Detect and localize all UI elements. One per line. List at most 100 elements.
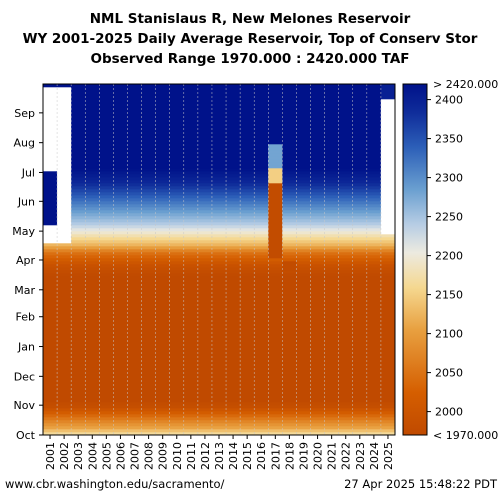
- heatmap-cell: [240, 381, 255, 385]
- heatmap-cell: [310, 303, 325, 307]
- heatmap-cell: [324, 186, 339, 190]
- heatmap-cell: [240, 300, 255, 304]
- heatmap-cell: [99, 249, 114, 253]
- heatmap-cell: [155, 420, 171, 424]
- x-tick-label-2002: 2002: [58, 442, 71, 470]
- heatmap-cell: [99, 219, 114, 223]
- heatmap-cell: [254, 234, 269, 238]
- heatmap-cell: [366, 432, 382, 436]
- heatmap-cell: [43, 228, 58, 232]
- heatmap-cell: [254, 126, 269, 130]
- heatmap-cell: [296, 363, 311, 367]
- heatmap-cell: [127, 273, 142, 277]
- heatmap-cell: [268, 330, 283, 334]
- heatmap-cell: [183, 117, 199, 121]
- heatmap-cell: [352, 141, 368, 145]
- heatmap-cell: [85, 417, 100, 421]
- heatmap-cell: [324, 135, 339, 139]
- heatmap-cell: [127, 117, 142, 121]
- heatmap-cell: [127, 276, 142, 280]
- heatmap-cell: [226, 375, 241, 379]
- heatmap-cell: [57, 108, 72, 112]
- heatmap-cell: [127, 345, 142, 349]
- heatmap-cell: [127, 279, 142, 283]
- heatmap-cell: [240, 90, 255, 94]
- heatmap-cell: [99, 258, 114, 262]
- heatmap-cell: [296, 354, 311, 358]
- heatmap-cell: [71, 369, 86, 373]
- heatmap-cell: [380, 120, 396, 124]
- heatmap-cell: [113, 384, 128, 388]
- heatmap-cell: [113, 204, 128, 208]
- heatmap-cell: [380, 177, 396, 181]
- heatmap-cell: [268, 315, 283, 319]
- heatmap-cell: [310, 144, 325, 148]
- heatmap-cell: [43, 321, 58, 325]
- footer-url[interactable]: www.cbr.washington.edu/sacramento/: [5, 477, 225, 491]
- heatmap-cell: [352, 174, 368, 178]
- heatmap-cell: [197, 327, 213, 331]
- y-tick-label-jul: Jul: [21, 166, 35, 179]
- heatmap-cell: [43, 417, 58, 421]
- heatmap-cell: [169, 357, 185, 361]
- heatmap-cell: [43, 249, 58, 253]
- heatmap-cell: [43, 204, 58, 208]
- heatmap-cell: [282, 420, 297, 424]
- heatmap-cell: [183, 234, 199, 238]
- heatmap-cell: [324, 432, 339, 436]
- heatmap-cell: [99, 204, 114, 208]
- heatmap-cell: [338, 135, 354, 139]
- heatmap-cell: [127, 225, 142, 229]
- heatmap-cell: [310, 180, 325, 184]
- heatmap-cell: [268, 96, 283, 100]
- heatmap-cell: [57, 297, 72, 301]
- heatmap-cell: [338, 189, 354, 193]
- heatmap-cell: [380, 381, 396, 385]
- heatmap-cell: [324, 243, 339, 247]
- heatmap-cell: [296, 351, 311, 355]
- heatmap-cell: [310, 84, 325, 88]
- heatmap-cell: [296, 381, 311, 385]
- heatmap-cell: [226, 207, 241, 211]
- heatmap-cell: [296, 405, 311, 409]
- heatmap-cell: [226, 216, 241, 220]
- heatmap-cell: [113, 126, 128, 130]
- heatmap-cell: [324, 216, 339, 220]
- heatmap-cell: [380, 252, 396, 256]
- heatmap-cell: [310, 306, 325, 310]
- heatmap-cell: [57, 327, 72, 331]
- heatmap-cell: [366, 219, 382, 223]
- heatmap-cell: [71, 246, 86, 250]
- heatmap-cell: [127, 300, 142, 304]
- heatmap-cell: [85, 429, 100, 433]
- heatmap-cell: [352, 216, 368, 220]
- heatmap-cell: [85, 90, 100, 94]
- heatmap-cell: [380, 228, 396, 232]
- heatmap-cell: [71, 96, 86, 100]
- heatmap-cell: [141, 147, 156, 151]
- heatmap-cell: [254, 207, 269, 211]
- heatmap-cell: [240, 234, 255, 238]
- heatmap-cell: [268, 345, 283, 349]
- heatmap-cell: [352, 258, 368, 262]
- heatmap-cell: [338, 153, 354, 157]
- heatmap-cell: [380, 159, 396, 163]
- heatmap-cell: [254, 198, 269, 202]
- heatmap-cell: [183, 396, 199, 400]
- heatmap-cell: [226, 432, 241, 436]
- heatmap-cell: [324, 114, 339, 118]
- heatmap-cell: [197, 414, 213, 418]
- heatmap-cell: [366, 333, 382, 337]
- heatmap-cell: [85, 315, 100, 319]
- heatmap-cell: [183, 300, 199, 304]
- heatmap-cell: [99, 300, 114, 304]
- heatmap-cell: [282, 96, 297, 100]
- heatmap-cell: [352, 306, 368, 310]
- heatmap-cell: [240, 393, 255, 397]
- heatmap-cell: [99, 285, 114, 289]
- heatmap-cell: [71, 195, 86, 199]
- heatmap-cell: [254, 297, 269, 301]
- heatmap-cell: [324, 405, 339, 409]
- heatmap-cell: [197, 201, 213, 205]
- heatmap-cell: [254, 309, 269, 313]
